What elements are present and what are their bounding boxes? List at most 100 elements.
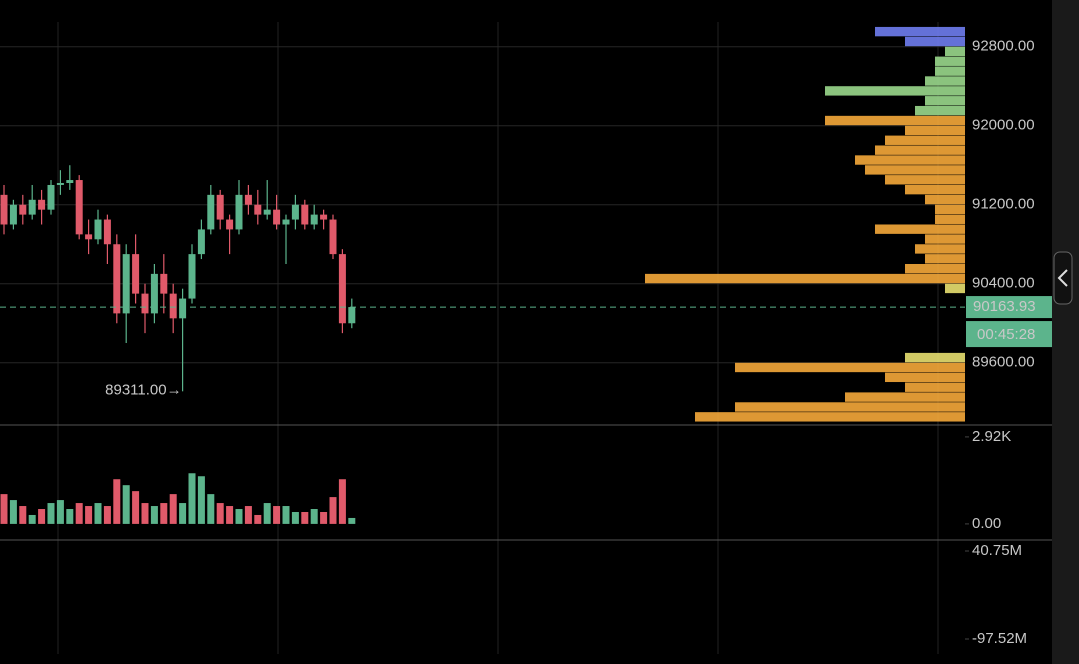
candle-body xyxy=(244,194,252,205)
y-tick-label: 0.00 xyxy=(972,515,1001,532)
volume-bar xyxy=(216,503,224,524)
volume-bar xyxy=(348,517,356,524)
y-tick-label: 92000.00 xyxy=(972,117,1035,134)
profile-bar xyxy=(905,125,965,136)
candle-body xyxy=(273,209,281,225)
profile-bar xyxy=(925,194,965,205)
volume-bar xyxy=(113,479,121,524)
price-tag xyxy=(966,296,1052,319)
profile-bar xyxy=(885,175,965,185)
volume-bar xyxy=(197,476,205,524)
volume-bar xyxy=(47,503,55,524)
candle-body xyxy=(282,219,290,225)
profile-bar xyxy=(905,382,965,392)
volume-bar xyxy=(254,514,262,524)
volume-bar xyxy=(226,506,234,524)
profile-bar xyxy=(915,105,965,116)
candle-body xyxy=(28,199,36,215)
candle-body xyxy=(160,273,168,294)
side-panel xyxy=(1052,0,1079,664)
candle-body xyxy=(66,180,74,184)
candle-body xyxy=(188,254,196,299)
candle-body xyxy=(9,204,17,225)
candle-body xyxy=(103,219,111,245)
profile-bar xyxy=(945,283,965,294)
candle-body xyxy=(226,219,234,230)
candle-body xyxy=(150,273,158,314)
volume-bar xyxy=(244,506,252,524)
volume-bar xyxy=(56,500,64,524)
volume-bar xyxy=(320,511,328,524)
candle-body xyxy=(122,254,130,314)
profile-bar xyxy=(845,392,965,402)
candle-body xyxy=(301,204,309,225)
volume-bar xyxy=(150,506,158,524)
candle-body xyxy=(338,254,346,324)
volume-bar xyxy=(282,506,290,524)
volume-bar xyxy=(310,509,318,524)
profile-bar xyxy=(925,96,965,106)
profile-bar xyxy=(905,263,965,274)
volume-bar xyxy=(103,506,111,524)
candle-body xyxy=(56,183,64,185)
profile-bar xyxy=(935,204,965,215)
profile-bar xyxy=(735,362,965,373)
candle-body xyxy=(310,214,318,225)
candle-body xyxy=(132,254,140,294)
profile-bar xyxy=(945,46,965,57)
price-tag-label: 90163.93 xyxy=(973,298,1036,315)
volume-bar xyxy=(273,506,281,524)
profile-bar xyxy=(925,254,965,264)
volume-bar xyxy=(38,509,46,524)
profile-bar xyxy=(865,165,965,175)
volume-bar xyxy=(132,491,140,524)
volume-bar xyxy=(0,494,8,524)
y-tick-label: 92800.00 xyxy=(972,38,1035,55)
candle-body xyxy=(75,180,83,235)
volume-bar xyxy=(75,503,83,524)
candle-body xyxy=(113,244,121,314)
volume-bar xyxy=(188,473,196,524)
volume-bar xyxy=(28,514,36,524)
candle-body xyxy=(0,194,8,225)
volume-bar xyxy=(291,511,299,524)
volume-bar xyxy=(169,494,177,524)
volume-bar xyxy=(207,494,215,524)
volume-bar xyxy=(329,497,337,524)
collapse-tab[interactable] xyxy=(1053,251,1073,305)
profile-bar xyxy=(925,234,965,244)
profile-bar xyxy=(885,135,965,145)
candle-body xyxy=(291,204,299,220)
profile-bar xyxy=(935,214,965,224)
candle-body xyxy=(141,293,149,314)
countdown-tag xyxy=(966,321,1052,348)
profile-bar xyxy=(645,273,965,284)
profile-bar xyxy=(925,76,965,86)
chevron-icon xyxy=(1057,269,1068,287)
candle-body xyxy=(348,307,356,324)
volume-bar xyxy=(9,500,17,524)
profile-bar xyxy=(875,26,965,37)
candle-body xyxy=(263,209,271,215)
profile-bar xyxy=(855,155,965,165)
profile-bar xyxy=(905,184,965,195)
volume-bar xyxy=(179,503,187,524)
candle-body xyxy=(197,229,205,255)
candle-body xyxy=(216,194,224,220)
volume-bar xyxy=(235,509,243,524)
volume-bar xyxy=(66,509,74,524)
y-tick-label: 90400.00 xyxy=(972,275,1035,292)
y-tick-label: -97.52M xyxy=(972,630,1027,647)
volume-bar xyxy=(160,503,168,524)
profile-bar xyxy=(875,145,965,155)
y-tick-label: 2.92K xyxy=(972,428,1011,445)
candle-body xyxy=(47,184,55,210)
candle-body xyxy=(329,219,337,255)
volume-bar xyxy=(301,511,309,524)
candle-body xyxy=(38,199,46,210)
profile-bar xyxy=(825,115,965,126)
countdown-label: 00:45:28 xyxy=(977,326,1035,343)
candle-body xyxy=(94,219,102,240)
y-tick-label: 91200.00 xyxy=(972,196,1035,213)
